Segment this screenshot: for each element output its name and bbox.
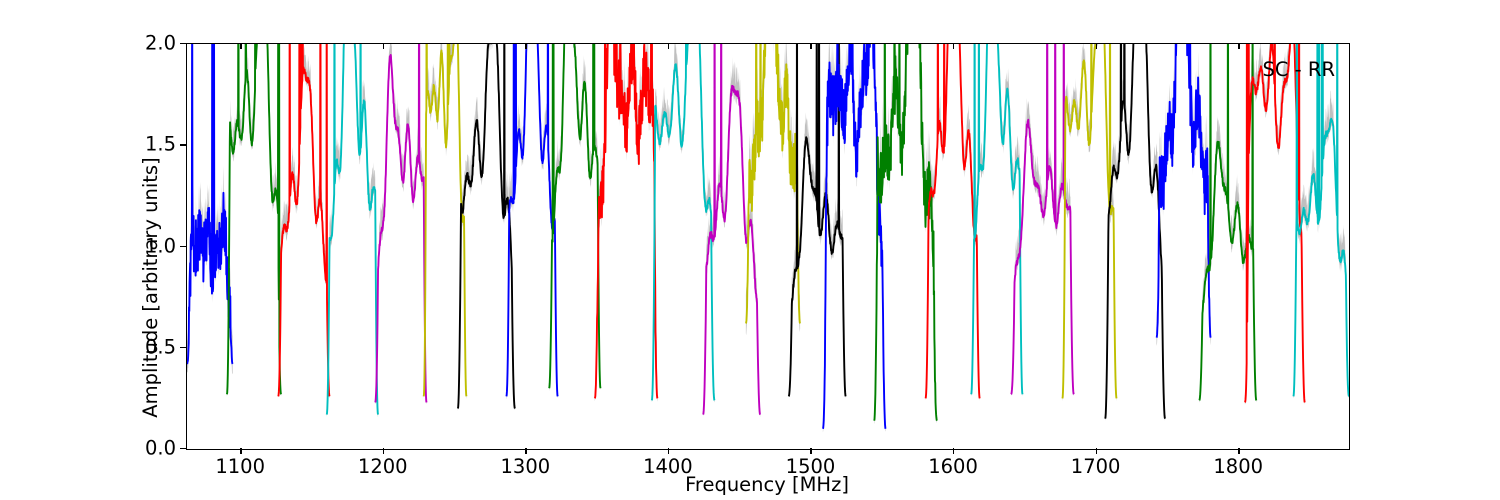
xtick-mark-top-7: [1238, 43, 1240, 49]
xtick-label-1: 1200: [357, 455, 408, 478]
trace-band-21: [1104, 44, 1166, 419]
xtick-mark-3: [667, 448, 670, 454]
xtick-mark-6: [1095, 448, 1098, 454]
ytick-label-1: 0.5: [144, 335, 176, 359]
trace-band-14: [787, 44, 847, 397]
trace-band-12: [702, 44, 762, 415]
trace-band-04: [325, 44, 379, 415]
trace-band-16: [873, 44, 938, 422]
trace-band-05: [374, 44, 428, 403]
ytick-label-3: 1.5: [144, 132, 176, 156]
trace-band-18: [970, 44, 1024, 395]
trace-band-10: [593, 44, 659, 399]
xtick-label-6: 1700: [1070, 455, 1121, 478]
xtick-mark-top-0: [240, 43, 242, 49]
xtick-mark-7: [1238, 448, 1240, 454]
y-axis-label: Amplitude [arbitrary units]: [139, 157, 162, 418]
trace-band-20: [1061, 44, 1118, 399]
trace-band-22: [1155, 44, 1212, 338]
ytick-mark-1: [180, 346, 186, 349]
spectrum-lines: [187, 44, 1349, 430]
trace-band-17: [924, 44, 981, 399]
xtick-label-3: 1400: [643, 455, 693, 478]
envelope-band-06: [423, 44, 467, 399]
xtick-label-5: 1600: [928, 455, 978, 478]
trace-band-02: [225, 44, 282, 395]
spectrum-traces: [187, 44, 1349, 433]
trace-band-03: [277, 44, 331, 397]
trace-band-07: [456, 44, 516, 409]
x-axis-label: Frequency [MHz]: [685, 473, 849, 496]
ytick-label-0: 0.0: [144, 436, 176, 460]
xtick-mark-2: [525, 448, 527, 454]
ytick-mark-2: [180, 245, 186, 247]
ytick-mark-4: [180, 43, 186, 45]
corner-annotation: SC - RR: [1262, 58, 1335, 81]
xtick-mark-top-5: [953, 43, 955, 49]
xtick-mark-1: [382, 448, 385, 454]
xtick-mark-top-2: [525, 43, 527, 49]
xtick-mark-5: [953, 448, 955, 454]
xtick-mark-top-6: [1095, 43, 1098, 49]
xtick-mark-top-1: [382, 43, 385, 49]
plot-area: SC - RR: [186, 43, 1350, 450]
trace-band-13: [744, 44, 801, 324]
xtick-mark-top-4: [810, 43, 812, 49]
trace-band-19: [1010, 44, 1075, 395]
xtick-label-2: 1300: [500, 455, 551, 478]
xtick-label-7: 1800: [1213, 455, 1264, 478]
xtick-label-4: 1500: [785, 455, 836, 478]
xtick-label-0: 1100: [215, 455, 265, 478]
ytick-label-4: 2.0: [144, 31, 176, 55]
xtick-mark-4: [810, 448, 812, 454]
ytick-mark-0: [180, 448, 186, 450]
trace-band-15: [822, 44, 887, 430]
envelope-band-16: [874, 44, 937, 425]
trace-band-08: [505, 44, 559, 397]
trace-band-25: [1292, 44, 1349, 397]
trace-band-09: [548, 44, 602, 389]
ytick-mark-3: [180, 144, 186, 146]
trace-band-01: [187, 44, 234, 365]
xtick-mark-0: [240, 448, 242, 454]
trace-band-24: [1244, 44, 1306, 403]
trace-band-11: [650, 44, 716, 401]
xtick-mark-top-3: [667, 43, 670, 49]
trace-band-06: [422, 44, 468, 397]
ytick-label-2: 1.0: [144, 234, 176, 257]
